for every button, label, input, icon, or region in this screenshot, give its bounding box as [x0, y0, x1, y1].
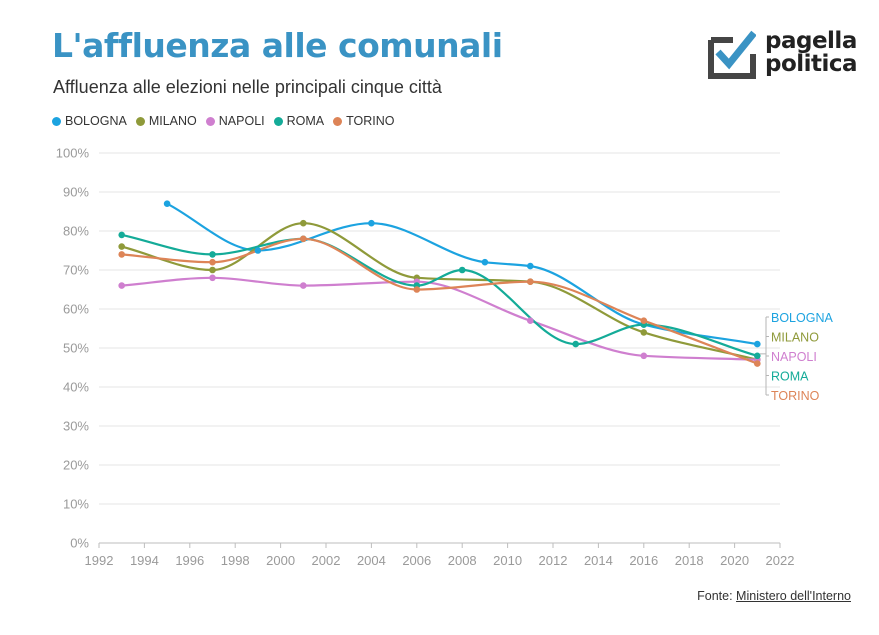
data-point	[163, 200, 171, 207]
legend-label: TORINO	[346, 114, 395, 128]
data-point	[640, 329, 648, 336]
x-tick-label: 2006	[402, 553, 431, 568]
x-tick-label: 2022	[766, 553, 795, 568]
data-point	[118, 243, 125, 250]
data-point	[754, 352, 761, 360]
y-tick-label: 40%	[63, 380, 89, 395]
y-tick-label: 10%	[63, 497, 89, 512]
data-point	[754, 360, 761, 367]
data-point	[368, 219, 375, 227]
end-label: ROMA	[771, 370, 809, 384]
legend: BOLOGNA MILANO NAPOLI ROMA TORINO	[52, 114, 395, 128]
legend-label: ROMA	[286, 114, 325, 128]
x-tick-label: 1998	[221, 553, 250, 568]
series-line	[120, 276, 759, 361]
legend-item[interactable]: BOLOGNA	[52, 114, 127, 128]
y-tick-label: 100%	[56, 146, 90, 161]
checkbox-logo-icon	[708, 30, 756, 79]
data-point	[572, 340, 579, 348]
legend-item[interactable]: MILANO	[135, 114, 197, 128]
y-tick-label: 30%	[63, 419, 89, 434]
data-point	[640, 317, 648, 325]
data-point	[209, 258, 216, 266]
data-point	[527, 317, 534, 325]
x-tick-label: 2002	[312, 553, 341, 568]
x-tick-label: 1994	[130, 553, 159, 568]
end-label: NAPOLI	[771, 350, 817, 364]
x-tick-label: 1996	[175, 553, 204, 568]
data-point	[209, 266, 216, 274]
data-point	[527, 278, 534, 286]
y-tick-label: 80%	[63, 224, 89, 239]
data-point	[481, 258, 489, 266]
x-tick-label: 1992	[85, 553, 114, 568]
y-tick-label: 60%	[63, 302, 89, 317]
x-tick-label: 2004	[357, 553, 386, 568]
data-point	[413, 286, 421, 293]
end-label: TORINO	[771, 389, 820, 403]
legend-swatch	[273, 116, 283, 126]
data-point	[458, 266, 466, 274]
legend-swatch	[135, 116, 145, 126]
source-link[interactable]: Ministero dell'Interno	[736, 589, 851, 603]
x-tick-label: 2020	[720, 553, 749, 568]
y-tick-label: 20%	[63, 458, 89, 473]
data-point	[118, 251, 125, 258]
data-point	[640, 352, 648, 360]
data-point	[209, 274, 216, 282]
logo-line-1: pagella	[765, 28, 857, 54]
x-tick-label: 2008	[448, 553, 477, 568]
data-point	[300, 282, 307, 289]
end-label: MILANO	[771, 331, 819, 345]
y-tick-label: 70%	[63, 263, 89, 278]
x-tick-label: 2016	[629, 553, 658, 568]
y-tick-label: 0%	[70, 536, 89, 551]
y-tick-label: 50%	[63, 341, 89, 356]
pagella-politica-logo[interactable]: pagella politica	[708, 28, 858, 84]
source-label: Fonte:	[697, 589, 733, 603]
legend-swatch	[205, 116, 215, 126]
legend-label: MILANO	[148, 114, 197, 128]
x-tick-label: 2014	[584, 553, 613, 568]
legend-item[interactable]: NAPOLI	[205, 114, 265, 128]
logo-line-2: politica	[765, 51, 858, 77]
data-point	[118, 282, 125, 289]
series-line	[166, 202, 759, 346]
x-tick-label: 2010	[493, 553, 522, 568]
x-tick-label: 2018	[675, 553, 704, 568]
chart-subtitle: Affluenza alle elezioni nelle principali…	[53, 77, 442, 97]
logo-wordmark: pagella politica	[765, 28, 858, 77]
series-line	[120, 237, 759, 365]
data-point	[300, 219, 307, 227]
chart-title: L'affluenza alle comunali	[52, 26, 503, 65]
data-point	[209, 251, 216, 258]
y-tick-label: 90%	[63, 185, 89, 200]
legend-label: BOLOGNA	[65, 114, 127, 128]
x-tick-label: 2012	[539, 553, 568, 568]
legend-swatch	[333, 116, 343, 126]
series-line	[120, 233, 759, 357]
data-point	[118, 231, 125, 239]
legend-item[interactable]: ROMA	[273, 114, 325, 128]
legend-item[interactable]: TORINO	[333, 114, 395, 128]
end-label: BOLOGNA	[771, 311, 833, 325]
data-point	[254, 247, 262, 254]
source-note: Fonte: Ministero dell'Interno	[697, 589, 851, 603]
data-point	[300, 235, 307, 243]
legend-swatch	[52, 116, 61, 126]
x-tick-label: 2000	[266, 553, 295, 568]
data-point	[754, 340, 761, 348]
data-point	[527, 262, 534, 270]
series-line	[120, 222, 759, 361]
legend-label: NAPOLI	[218, 114, 265, 128]
